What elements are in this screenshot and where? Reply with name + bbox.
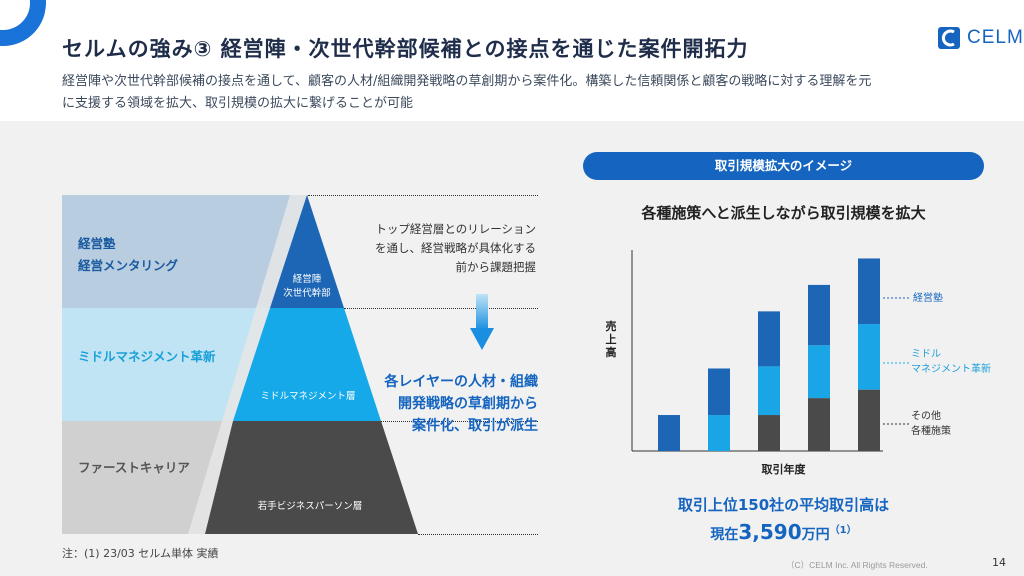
page-title: セルムの強み③ 経営陣・次世代幹部候補との接点を通じた案件開拓力	[62, 37, 749, 61]
bar-group	[658, 258, 880, 451]
guide-line-mid	[344, 308, 538, 309]
bar-2-series-3	[708, 368, 730, 416]
legend-middle: ミドル マネジメント革新	[911, 347, 991, 377]
bar-5-series-3	[858, 258, 880, 325]
relation-note: トップ経営層とのリレーション を通し、経営戦略が具体化する 前から課題把握	[340, 220, 536, 277]
result-line-1: 取引上位150社の平均取引高は	[677, 496, 890, 514]
relation-note-1: トップ経営層とのリレーション	[375, 222, 536, 236]
bar-5-series-2	[858, 324, 880, 390]
relation-note-3: 前から課題把握	[455, 260, 537, 274]
legend-middle-1: ミドル	[911, 349, 941, 360]
guide-line-low	[381, 421, 538, 422]
bar-3-series-1	[758, 415, 780, 451]
bar-3-series-2	[758, 366, 780, 416]
band-executive-label-2: 経営メンタリング	[78, 258, 179, 273]
stacked-bar-chart	[631, 250, 909, 452]
footnote: 注：(1) 23/03 セルム単体 実績	[62, 547, 219, 560]
pyramid-top-label-2: 次世代幹部	[283, 288, 331, 299]
result-number: 3,590	[738, 520, 802, 544]
y-axis-label-1: 売	[605, 320, 617, 333]
bar-3-series-3	[758, 311, 780, 367]
derived-deals-note-3: 案件化、取引が派生	[412, 418, 538, 434]
derived-deals-note-2: 開発戦略の草創期から	[398, 396, 538, 412]
legend-executive: 経営塾	[913, 293, 943, 304]
result-prefix: 現在	[710, 527, 739, 543]
chart-title: 各種施策へと派生しながら取引規模を拡大	[641, 204, 926, 222]
result-footnote-ref: （1）	[829, 525, 857, 536]
y-axis-label: 売 上 高	[604, 320, 618, 359]
derived-deals-note-1: 各レイヤーの人材・組織	[384, 374, 538, 390]
page-subtitle: 経営陣や次世代幹部候補の接点を通して、顧客の人材/組織開発戦略の草創期から案件化…	[62, 74, 872, 111]
bar-4-series-3	[808, 284, 830, 346]
y-axis-label-3: 高	[605, 346, 617, 359]
pyramid-bottom-label: 若手ビジネスパーソン層	[257, 501, 363, 512]
derived-deals-note: 各レイヤーの人材・組織 開発戦略の草創期から 案件化、取引が派生	[350, 371, 538, 437]
x-axis-label: 取引年度	[761, 463, 806, 476]
band-first-career: ファーストキャリア	[62, 421, 308, 534]
bar-4-series-1	[808, 398, 830, 451]
legend-other-2: 各種施策	[911, 426, 951, 437]
legend-other: その他 各種施策	[911, 409, 951, 439]
band-first-career-label: ファーストキャリア	[78, 460, 190, 475]
band-middle: ミドルマネジメント革新	[62, 308, 308, 421]
legend-middle-2: マネジメント革新	[911, 364, 991, 375]
y-axis-label-2: 上	[605, 333, 617, 346]
bar-5-series-1	[858, 389, 880, 451]
guide-line-top	[308, 195, 538, 196]
page-number: 14	[992, 556, 1006, 569]
copyright: （C）CELM Inc. All Rights Reserved.	[786, 560, 928, 570]
bar-1-series-3	[658, 415, 680, 451]
result-line-2: 現在3,590万円（1）	[583, 520, 984, 544]
down-arrow-icon	[470, 294, 494, 350]
legend-other-1: その他	[911, 411, 941, 422]
band-middle-label: ミドルマネジメント革新	[78, 349, 216, 364]
corner-decoration	[0, 0, 53, 53]
bar-4-series-2	[808, 345, 830, 399]
band-executive-label: 経営塾 経営メンタリング	[78, 233, 178, 277]
logo-text: CELM	[967, 27, 1024, 48]
guide-line-bottom	[418, 534, 538, 535]
pyramid-middle-label: ミドルマネジメント層	[260, 391, 356, 402]
image-heading-pill: 取引規模拡大のイメージ	[583, 152, 984, 180]
pyramid-top-label: 経営陣 次世代幹部	[270, 273, 344, 301]
relation-note-2: を通し、経営戦略が具体化する	[375, 241, 536, 255]
result-unit: 万円	[801, 527, 830, 543]
bar-2-series-2	[708, 415, 730, 451]
pyramid-top-label-1: 経営陣	[292, 274, 322, 285]
celm-logo-icon	[938, 27, 960, 49]
band-executive-label-1: 経営塾	[78, 236, 116, 251]
